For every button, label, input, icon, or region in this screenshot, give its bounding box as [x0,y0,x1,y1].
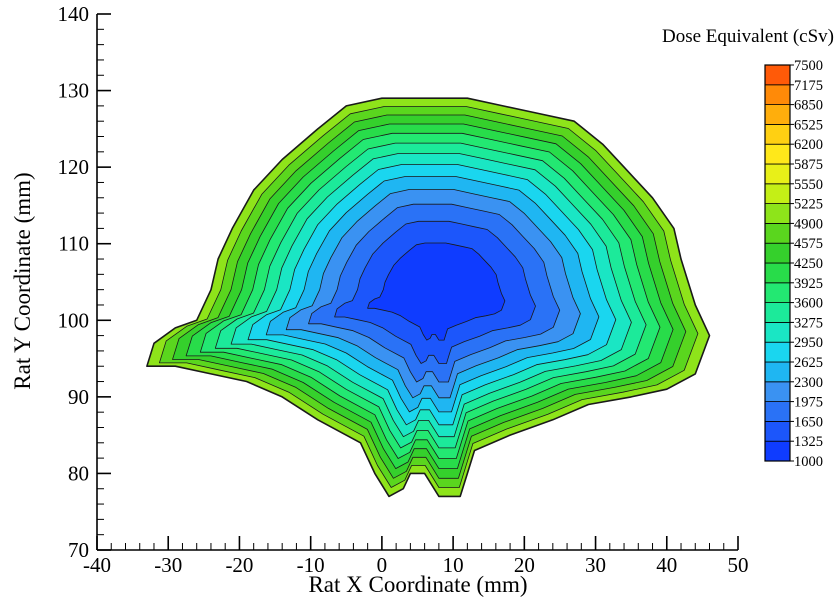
x-tick-label: -30 [154,553,182,577]
legend-swatch-6200 [764,124,791,145]
legend-label: 6850 [794,98,823,114]
legend-label: 5550 [794,177,823,193]
x-tick-label: 10 [443,553,464,577]
legend-label: 3925 [794,276,823,292]
x-tick-label: -40 [83,553,111,577]
legend-label: 3600 [794,296,823,312]
legend-swatch-1650 [764,401,791,422]
legend-swatch-6850 [764,84,791,106]
legend-swatch-1000 [764,440,791,462]
legend-label: 4900 [794,216,823,232]
legend-label: 2300 [794,375,823,391]
x-tick-label: 50 [728,553,749,577]
color-legend: 1000 1325 1650 1975 2300 2625 2950 3275 3600 3925… [764,58,823,470]
x-tick-label: -20 [225,553,253,577]
legend-swatch-2300 [764,361,791,383]
contour-band-1000 [367,242,506,341]
legend-swatch-3925 [764,262,791,284]
legend-label: 5225 [794,197,823,213]
legend-label: 2625 [794,355,823,371]
x-tick-label: 0 [377,553,388,577]
axes: -40 -30 -20 -10 0 10 20 30 40 50 70 80 90 100 110 120 13… [58,2,749,577]
legend-label: 3275 [794,315,823,331]
legend-label: 4575 [794,236,823,252]
x-axis-title: Rat X Coordinate (mm) [308,572,527,597]
legend-label: 4250 [794,256,823,272]
y-tick-label: 100 [58,308,90,332]
x-tick-label: 40 [656,553,677,577]
legend-title: Dose Equivalent (cSv) [662,26,834,47]
legend-swatch-2625 [764,341,791,363]
legend-swatch-4575 [764,222,791,244]
y-tick-label: 90 [68,385,89,409]
legend-label: 6200 [794,137,823,153]
legend-label: 2950 [794,335,823,351]
legend-swatch-1975 [764,381,791,402]
contour-fill-layer [146,97,711,498]
y-tick-label: 120 [58,155,90,179]
x-tick-label: 20 [514,553,535,577]
legend-swatch-3275 [764,302,791,323]
legend-label: 1000 [794,454,823,470]
legend-label: 6525 [794,117,823,133]
legend-swatch-6525 [764,104,791,125]
legend-swatch-4250 [764,242,791,264]
legend-swatch-2950 [764,321,791,343]
legend-label: 7175 [794,78,823,94]
legend-swatch-1325 [764,420,791,442]
legend-label: 7500 [794,58,823,74]
legend-swatch-7175 [764,64,791,86]
legend-swatch-4900 [764,203,791,224]
legend-label: 1650 [794,414,823,430]
y-tick-label: 110 [58,232,89,256]
legend-swatch-3600 [764,282,791,303]
y-tick-label: 140 [58,2,90,26]
y-tick-label: 80 [68,461,89,485]
y-axis-title: Rat Y Coordinate (mm) [10,172,35,389]
legend-label: 1975 [794,395,823,411]
legend-label: 5875 [794,157,823,173]
y-tick-label: 70 [68,538,89,562]
legend-swatch-5225 [764,183,791,205]
x-tick-label: 30 [585,553,606,577]
legend-swatch-5875 [764,143,791,165]
legend-label: 1325 [794,434,823,450]
legend-swatch-5550 [764,163,791,185]
x-tick-label: -10 [297,553,325,577]
y-tick-label: 130 [58,79,90,103]
